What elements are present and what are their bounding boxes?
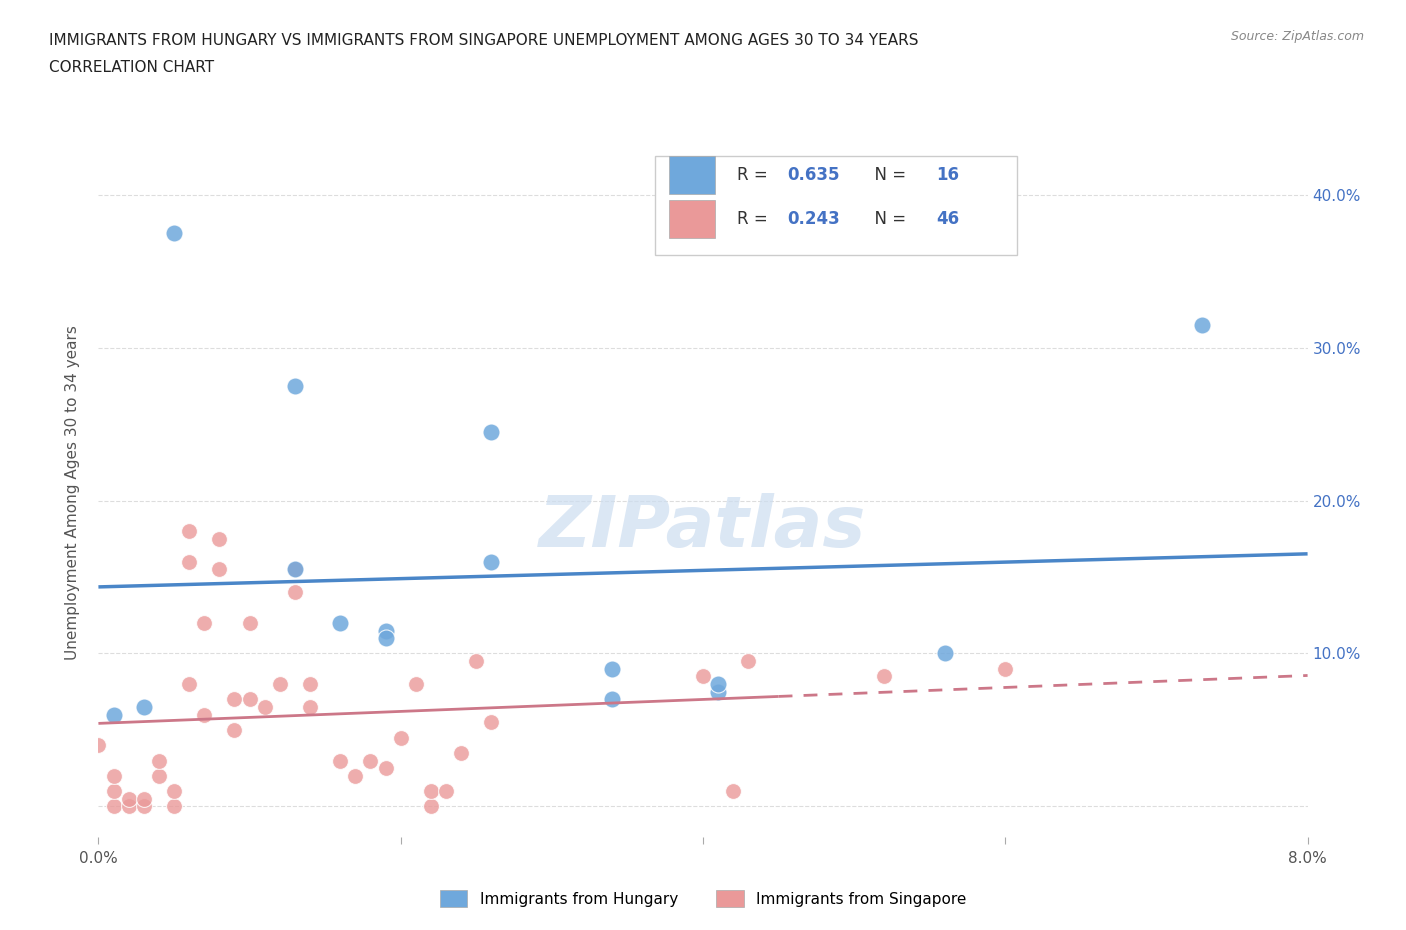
Point xyxy=(103,768,125,783)
Point xyxy=(118,799,141,814)
Point xyxy=(374,631,396,645)
Point xyxy=(374,761,396,776)
Point xyxy=(723,784,745,799)
Point xyxy=(179,554,201,569)
Point xyxy=(344,768,367,783)
Text: 0.635: 0.635 xyxy=(787,166,841,184)
Text: R =: R = xyxy=(737,166,773,184)
Point xyxy=(193,707,215,722)
Point xyxy=(434,784,457,799)
Text: N =: N = xyxy=(863,166,911,184)
Point xyxy=(329,753,352,768)
Text: R =: R = xyxy=(737,209,773,228)
Point xyxy=(465,654,488,669)
Point xyxy=(179,524,201,538)
Text: 46: 46 xyxy=(936,209,959,228)
Point xyxy=(87,737,110,752)
Point xyxy=(692,669,714,684)
FancyBboxPatch shape xyxy=(669,200,716,237)
Point xyxy=(239,616,262,631)
Text: 16: 16 xyxy=(936,166,959,184)
Point xyxy=(148,753,170,768)
Point xyxy=(253,699,276,714)
Point xyxy=(163,225,186,240)
Point xyxy=(707,677,730,692)
Point xyxy=(284,585,307,600)
Point xyxy=(208,531,231,546)
Point xyxy=(602,692,624,707)
Point xyxy=(163,799,186,814)
Point xyxy=(450,746,472,761)
Point xyxy=(103,707,125,722)
Point xyxy=(163,784,186,799)
Text: ZIPatlas: ZIPatlas xyxy=(540,493,866,562)
Point xyxy=(179,677,201,692)
Point xyxy=(148,768,170,783)
Point xyxy=(132,799,155,814)
Point xyxy=(132,791,155,806)
Text: CORRELATION CHART: CORRELATION CHART xyxy=(49,60,214,75)
Text: Source: ZipAtlas.com: Source: ZipAtlas.com xyxy=(1230,30,1364,43)
Point xyxy=(284,562,307,577)
Point xyxy=(329,616,352,631)
Point xyxy=(481,715,503,730)
Point xyxy=(374,623,396,638)
Point xyxy=(481,424,503,439)
Point xyxy=(193,616,215,631)
Point xyxy=(103,784,125,799)
Point xyxy=(239,692,262,707)
Point xyxy=(284,562,307,577)
Point xyxy=(118,791,141,806)
Point xyxy=(1191,317,1213,332)
Point xyxy=(360,753,382,768)
Text: N =: N = xyxy=(863,209,911,228)
Text: 0.243: 0.243 xyxy=(787,209,841,228)
Point xyxy=(224,692,246,707)
Point xyxy=(934,646,956,661)
Point xyxy=(994,661,1017,676)
Point xyxy=(405,677,427,692)
FancyBboxPatch shape xyxy=(655,155,1018,256)
Point xyxy=(299,699,322,714)
Point xyxy=(602,661,624,676)
Point xyxy=(269,677,291,692)
Point xyxy=(208,562,231,577)
Point xyxy=(103,799,125,814)
Point xyxy=(284,379,307,393)
Point xyxy=(707,684,730,699)
Point xyxy=(132,699,155,714)
Point xyxy=(737,654,759,669)
Point xyxy=(299,677,322,692)
Point xyxy=(420,799,443,814)
Y-axis label: Unemployment Among Ages 30 to 34 years: Unemployment Among Ages 30 to 34 years xyxy=(65,326,80,660)
Point xyxy=(481,554,503,569)
Point xyxy=(420,784,443,799)
Point xyxy=(389,730,412,745)
Point xyxy=(224,723,246,737)
FancyBboxPatch shape xyxy=(669,155,716,193)
Point xyxy=(873,669,896,684)
Text: IMMIGRANTS FROM HUNGARY VS IMMIGRANTS FROM SINGAPORE UNEMPLOYMENT AMONG AGES 30 : IMMIGRANTS FROM HUNGARY VS IMMIGRANTS FR… xyxy=(49,33,918,47)
Legend: Immigrants from Hungary, Immigrants from Singapore: Immigrants from Hungary, Immigrants from… xyxy=(432,882,974,915)
